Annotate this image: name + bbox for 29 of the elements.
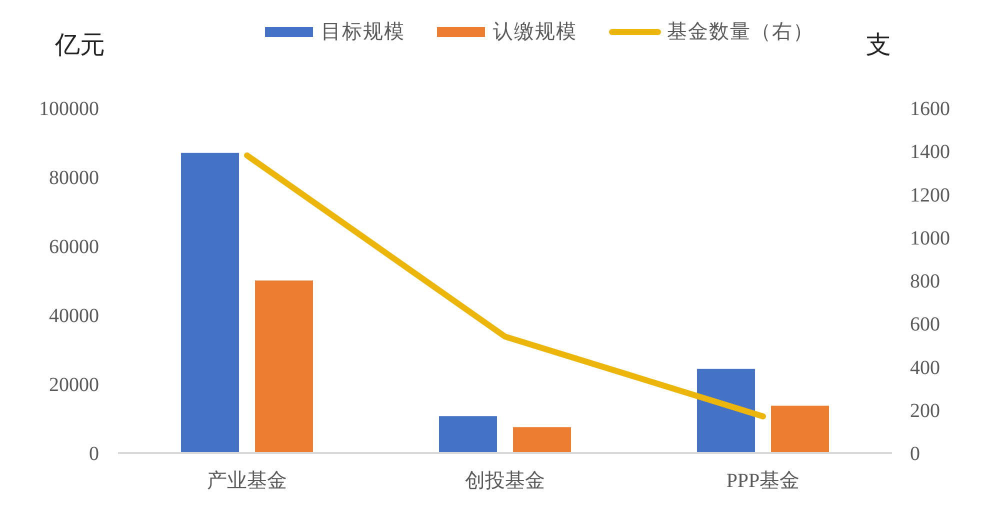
y-tick-label: 0 <box>89 443 99 466</box>
bar <box>255 280 313 453</box>
y-axis-title: 亿元 <box>55 31 105 61</box>
y2-tick-label: 600 <box>910 314 940 336</box>
y-tick-label: 20000 <box>49 374 99 396</box>
y2-axis-title: 支 <box>866 31 891 61</box>
x-tick-label: 创投基金 <box>465 470 545 492</box>
bar <box>697 368 755 453</box>
x-tick-label: PPP基金 <box>726 470 800 492</box>
bar <box>439 416 497 453</box>
y2-tick-label: 1200 <box>910 184 950 206</box>
y-tick-label: 60000 <box>49 236 99 258</box>
bar <box>181 152 239 453</box>
legend-label: 目标规模 <box>321 20 405 45</box>
bar <box>513 427 571 453</box>
y2-tick-label: 800 <box>910 270 940 293</box>
y2-tick-label: 1400 <box>910 141 950 164</box>
legend-label: 基金数量（右） <box>667 20 814 45</box>
bar <box>771 406 829 453</box>
y2-tick-label: 0 <box>910 443 920 466</box>
y2-tick-label: 400 <box>910 356 940 379</box>
y2-tick-label: 1600 <box>910 98 950 120</box>
legend-label: 认缴规模 <box>493 20 577 45</box>
x-tick-label: 产业基金 <box>207 470 287 492</box>
y2-tick-label: 200 <box>910 400 940 422</box>
y-tick-label: 80000 <box>49 167 99 190</box>
y-tick-label: 40000 <box>49 305 99 328</box>
y-tick-label: 100000 <box>39 98 99 120</box>
y2-tick-label: 1000 <box>910 227 950 250</box>
